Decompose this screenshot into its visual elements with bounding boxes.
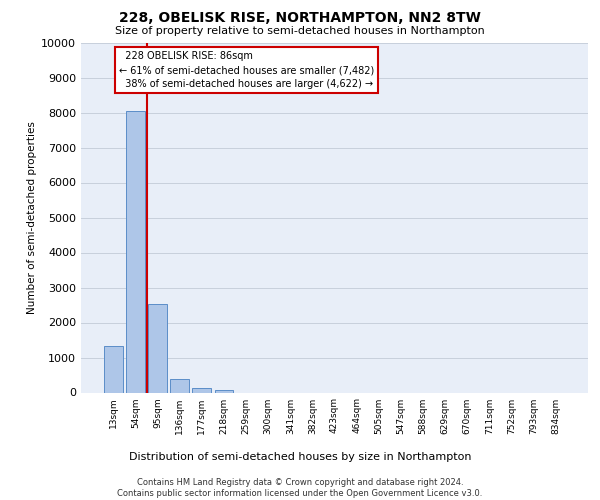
Text: Contains HM Land Registry data © Crown copyright and database right 2024.
Contai: Contains HM Land Registry data © Crown c… [118,478,482,498]
Text: Size of property relative to semi-detached houses in Northampton: Size of property relative to semi-detach… [115,26,485,36]
Text: 228 OBELISK RISE: 86sqm
← 61% of semi-detached houses are smaller (7,482)
  38% : 228 OBELISK RISE: 86sqm ← 61% of semi-de… [119,52,374,90]
Bar [193,388,211,392]
Bar [170,379,189,392]
Text: Distribution of semi-detached houses by size in Northampton: Distribution of semi-detached houses by … [129,452,471,462]
Bar [148,304,167,392]
Y-axis label: Number of semi-detached properties: Number of semi-detached properties [27,121,37,314]
Bar [126,111,145,392]
Bar [104,346,123,393]
Text: 228, OBELISK RISE, NORTHAMPTON, NN2 8TW: 228, OBELISK RISE, NORTHAMPTON, NN2 8TW [119,11,481,25]
Bar [215,390,233,392]
